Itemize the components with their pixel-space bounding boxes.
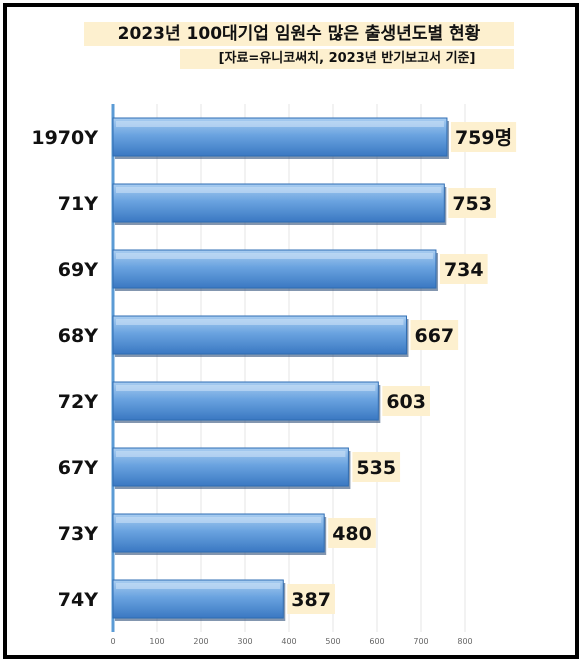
data-label: 734	[444, 259, 484, 281]
data-label: 753	[452, 193, 492, 215]
y-tick-label: 67Y	[58, 457, 98, 479]
data-label-background	[439, 254, 488, 284]
x-tick-label: 300	[237, 637, 252, 646]
data-label-background	[410, 320, 459, 350]
x-tick-label: 600	[369, 637, 384, 646]
y-tick-label: 74Y	[58, 589, 98, 611]
bar-highlight	[116, 319, 404, 325]
data-label: 603	[386, 391, 426, 413]
y-tick-label: 69Y	[58, 259, 98, 281]
x-tick-label: 0	[110, 637, 115, 646]
x-tick-label: 700	[413, 637, 428, 646]
data-label-background	[352, 452, 401, 482]
data-label: 480	[332, 523, 372, 545]
data-label-background	[382, 386, 430, 416]
y-tick-label: 71Y	[58, 193, 98, 215]
bar-highlight	[116, 385, 376, 391]
data-label: 535	[356, 457, 396, 479]
bar-highlight	[116, 253, 433, 259]
data-label-background	[450, 122, 517, 152]
chart-title: 2023년 100대기업 임원수 많은 출생년도별 현황	[117, 24, 481, 44]
subtitle-box: [자료=유니코써치, 2023년 반기보고서 기준]	[180, 49, 514, 69]
data-label: 387	[291, 589, 331, 611]
y-tick-label: 68Y	[58, 325, 98, 347]
y-tick-label: 73Y	[58, 523, 98, 545]
data-label-background	[287, 584, 335, 614]
chart-subtitle: [자료=유니코써치, 2023년 반기보고서 기준]	[218, 51, 476, 66]
data-label-background	[448, 188, 496, 218]
y-tick-label: 72Y	[58, 391, 98, 413]
y-tick-label: 1970Y	[31, 127, 98, 149]
x-tick-label: 500	[325, 637, 340, 646]
data-label: 759명	[455, 127, 512, 149]
bar-highlight	[116, 451, 346, 457]
bar-highlight	[116, 583, 281, 589]
x-tick-label: 400	[281, 637, 296, 646]
data-label: 667	[414, 325, 454, 347]
x-tick-label: 100	[149, 637, 164, 646]
bar-highlight	[116, 187, 442, 193]
x-tick-label: 200	[193, 637, 208, 646]
bar-highlight	[116, 517, 322, 523]
x-tick-labels: 0 100 200 300 400 500 600 700 800	[110, 637, 472, 646]
x-tick-label: 800	[457, 637, 472, 646]
data-label-background	[328, 518, 376, 548]
bars: 1970Y 759명 71Y 753 69Y 734 68Y 667 72Y 603 67Y 535 7…	[31, 117, 517, 621]
title-box: 2023년 100대기업 임원수 많은 출생년도별 현황	[84, 22, 514, 46]
bar-highlight	[116, 121, 444, 127]
